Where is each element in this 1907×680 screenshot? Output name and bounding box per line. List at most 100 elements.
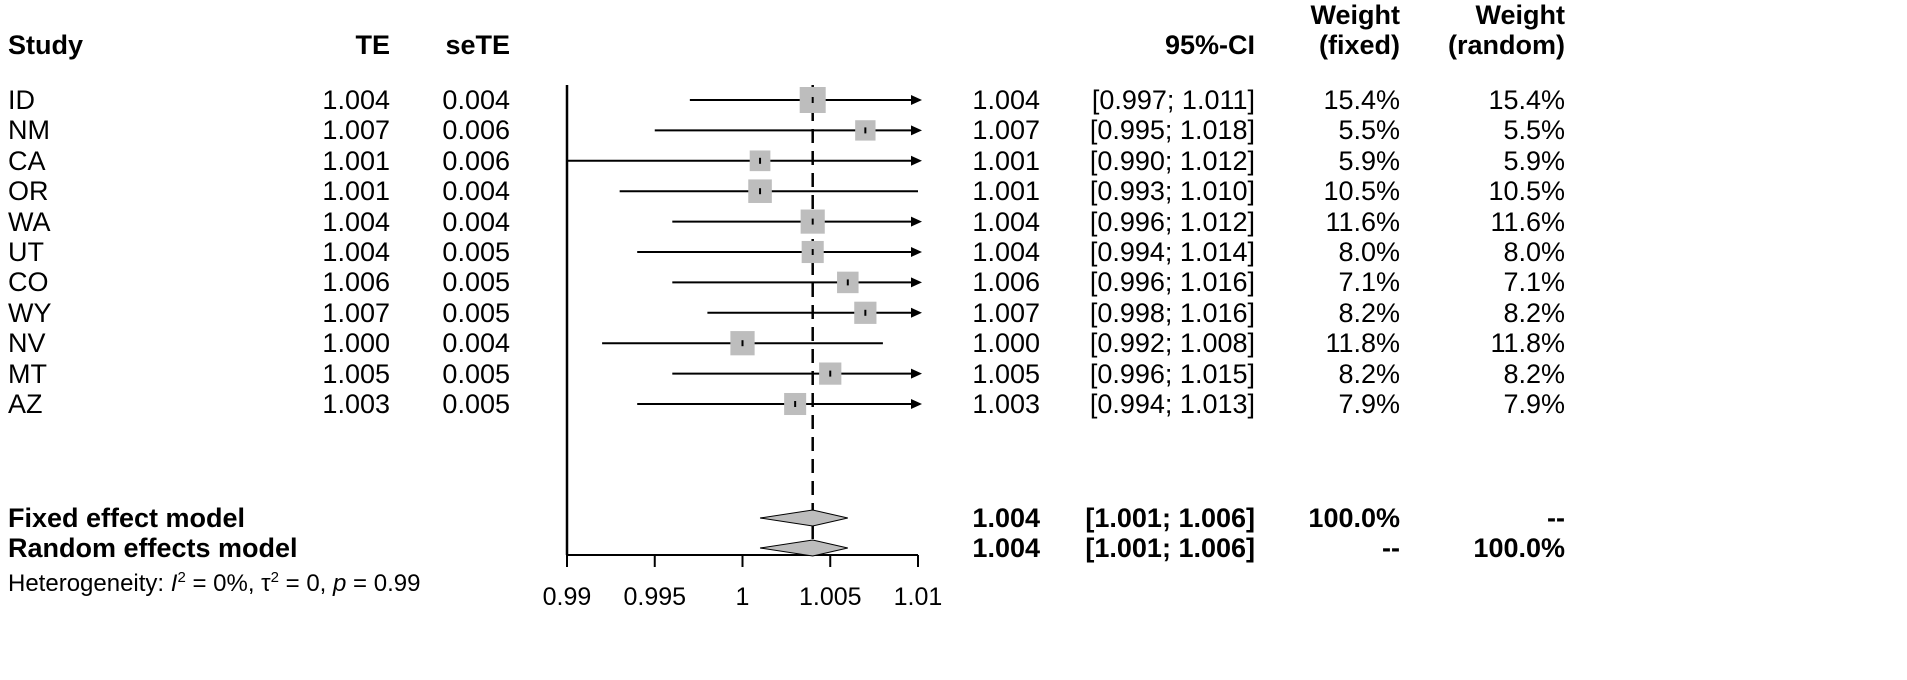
tau-value: = 0, [278, 570, 334, 597]
x-tick-label: 0.99 [543, 583, 592, 611]
i2-symbol: I [170, 570, 178, 597]
p-value: = 0.99 [346, 570, 421, 597]
study-estimate: 1.001 [972, 176, 1040, 207]
study-name: MT [8, 358, 47, 389]
study-weight-fixed: 8.0% [1338, 237, 1400, 267]
study-sete: 0.004 [442, 328, 510, 359]
study-estimate: 1.007 [972, 297, 1040, 328]
summary-ci: [1.001; 1.006] [1085, 533, 1255, 563]
study-weight-random: 5.5% [1503, 115, 1565, 146]
ci-arrow-right [911, 216, 922, 227]
x-tick-label: 0.995 [623, 583, 686, 611]
x-tick-label: 1.01 [894, 583, 943, 611]
study-sete: 0.004 [442, 206, 510, 237]
ci-arrow-right [911, 125, 922, 136]
study-weight-fixed: 7.1% [1338, 267, 1400, 298]
ci-arrow-right [911, 368, 922, 379]
study-estimate: 1.003 [972, 389, 1040, 419]
study-te: 1.007 [322, 115, 390, 146]
study-weight-fixed: 11.8% [1325, 328, 1400, 359]
study-name: CA [8, 145, 46, 176]
study-te: 1.001 [322, 176, 390, 207]
study-weight-random: 5.9% [1503, 145, 1565, 176]
study-weight-random: 15.4% [1488, 85, 1565, 115]
study-ci: [0.994; 1.014] [1089, 237, 1255, 267]
heterogeneity-prefix: Heterogeneity: [8, 570, 171, 597]
study-te: 1.006 [322, 267, 390, 298]
study-te: 1.005 [322, 358, 390, 389]
summary-estimate: 1.004 [972, 533, 1040, 563]
study-name: CO [8, 267, 49, 298]
study-sete: 0.005 [442, 358, 510, 389]
study-ci: [0.998; 1.016] [1089, 297, 1255, 328]
study-weight-random: 8.2% [1503, 358, 1565, 389]
study-weight-fixed: 15.4% [1323, 85, 1400, 115]
study-ci: [0.992; 1.008] [1089, 328, 1255, 359]
summary-diamond [759, 539, 848, 557]
study-estimate: 1.001 [972, 145, 1040, 176]
study-te: 1.004 [322, 206, 390, 237]
study-weight-random: 11.6% [1490, 206, 1565, 237]
header-study: Study [8, 30, 84, 60]
study-ci: [0.994; 1.013] [1089, 389, 1255, 419]
study-weight-random: 7.9% [1503, 389, 1565, 419]
study-weight-fixed: 5.5% [1338, 115, 1400, 146]
tau-symbol: τ [261, 570, 271, 597]
ci-arrow-right [911, 247, 922, 257]
tau-exp: 2 [270, 569, 279, 586]
study-weight-random: 10.5% [1488, 176, 1565, 207]
summary-name: Random effects model [8, 533, 298, 563]
study-weight-random: 7.1% [1503, 267, 1565, 298]
study-estimate: 1.007 [972, 115, 1040, 146]
study-te: 1.004 [322, 237, 390, 267]
study-estimate: 1.006 [972, 267, 1040, 298]
summary-name: Fixed effect model [8, 503, 246, 533]
ci-arrow-right [911, 399, 922, 409]
study-sete: 0.005 [442, 389, 510, 419]
header-weight-random-line2: (random) [1448, 30, 1565, 60]
study-te: 1.007 [322, 297, 390, 328]
study-name: ID [8, 85, 35, 115]
study-name: UT [8, 237, 44, 267]
study-weight-fixed: 8.2% [1338, 297, 1400, 328]
study-estimate: 1.004 [972, 237, 1040, 267]
study-name: NV [8, 328, 46, 359]
summary-weight-random: 100.0% [1473, 533, 1565, 563]
summary-weight-random: -- [1547, 503, 1565, 533]
study-weight-fixed: 10.5% [1323, 176, 1400, 207]
study-ci: [0.996; 1.015] [1089, 358, 1255, 389]
study-sete: 0.004 [442, 176, 510, 207]
study-estimate: 1.004 [972, 206, 1040, 237]
header-sete: seTE [445, 30, 510, 60]
study-name: AZ [8, 389, 43, 419]
study-ci: [0.995; 1.018] [1089, 115, 1255, 146]
i2-value: = 0%, [185, 570, 262, 597]
summary-weight-fixed: 100.0% [1308, 503, 1400, 533]
study-sete: 0.005 [442, 267, 510, 298]
header-te: TE [355, 30, 390, 60]
study-name: NM [8, 115, 50, 146]
header-ci: 95%-CI [1164, 30, 1255, 60]
ci-arrow-right [911, 277, 922, 288]
study-weight-fixed: 5.9% [1338, 145, 1400, 176]
study-ci: [0.996; 1.012] [1089, 206, 1255, 237]
study-weight-fixed: 8.2% [1338, 358, 1400, 389]
study-sete: 0.004 [442, 85, 510, 115]
study-te: 1.001 [322, 145, 390, 176]
study-sete: 0.005 [442, 297, 510, 328]
study-estimate: 1.004 [972, 85, 1040, 115]
study-ci: [0.997; 1.011] [1091, 85, 1255, 115]
study-ci: [0.990; 1.012] [1089, 145, 1255, 176]
study-ci: [0.993; 1.010] [1089, 176, 1255, 207]
study-te: 1.004 [322, 85, 390, 115]
study-weight-fixed: 11.6% [1325, 206, 1400, 237]
study-ci: [0.996; 1.016] [1089, 267, 1255, 298]
study-weight-random: 8.2% [1503, 297, 1565, 328]
ci-arrow-right [911, 95, 922, 105]
x-tick-label: 1.005 [799, 583, 862, 611]
header-weight-random-line1: Weight [1475, 0, 1566, 30]
study-estimate: 1.000 [972, 328, 1040, 359]
study-te: 1.003 [322, 389, 390, 419]
header-weight-fixed-line2: (fixed) [1319, 30, 1400, 60]
ci-arrow-right [911, 307, 922, 318]
